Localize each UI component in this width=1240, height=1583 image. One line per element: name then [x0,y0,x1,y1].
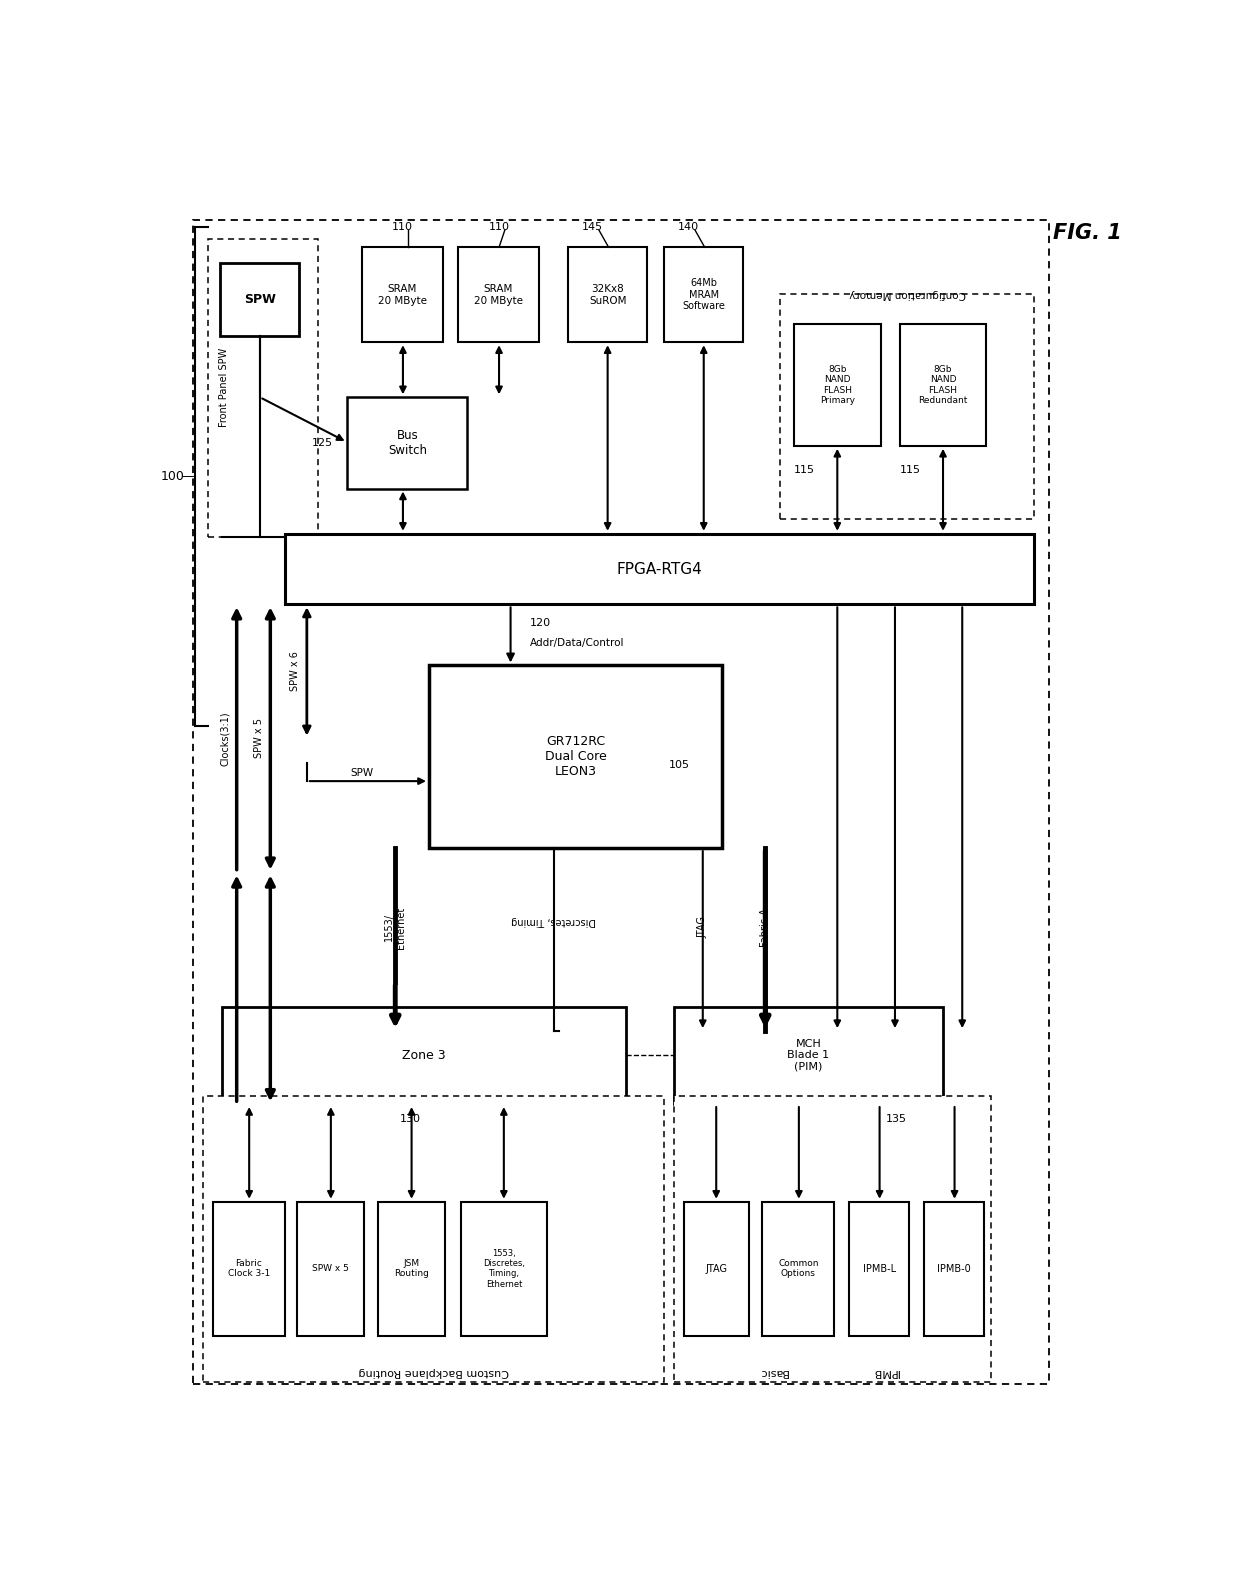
Text: IPMB-L: IPMB-L [863,1263,895,1274]
Text: 125: 125 [311,438,332,448]
Text: Custom Backplane Routing: Custom Backplane Routing [358,1368,508,1377]
Text: 64Mb
MRAM
Software: 64Mb MRAM Software [682,279,725,312]
Text: 8Gb
NAND
FLASH
Redundant: 8Gb NAND FLASH Redundant [919,366,967,405]
Text: —: — [181,470,193,483]
Bar [362,247,444,342]
Text: SPW x 6: SPW x 6 [290,652,300,692]
Text: Discretes, Timing: Discretes, Timing [511,917,596,926]
Text: Common
Options: Common Options [779,1258,818,1279]
Text: 120: 120 [529,617,551,628]
Text: Zone 3: Zone 3 [402,1050,446,1062]
Text: JTAG: JTAG [706,1263,727,1274]
Text: 8Gb
NAND
FLASH
Primary: 8Gb NAND FLASH Primary [820,366,854,405]
Text: 115: 115 [794,465,815,475]
Text: 115: 115 [900,465,921,475]
Text: 1553/
Ethernet: 1553/ Ethernet [384,907,405,948]
Bar [683,1201,749,1336]
Text: IPMB: IPMB [872,1368,899,1377]
Text: Bus
Switch: Bus Switch [388,429,427,457]
Text: SRAM
20 MByte: SRAM 20 MByte [474,283,523,306]
Bar [222,1007,626,1105]
Bar [203,1095,665,1382]
Text: Fabric
Clock 3-1: Fabric Clock 3-1 [228,1258,270,1279]
Text: 32Kx8
SuROM: 32Kx8 SuROM [589,283,626,306]
Text: Addr/Data/Control: Addr/Data/Control [529,638,624,649]
Text: GR712RC
Dual Core
LEON3: GR712RC Dual Core LEON3 [544,735,606,779]
Text: IPMB-0: IPMB-0 [937,1263,971,1274]
Text: 135: 135 [885,1114,906,1124]
Bar [193,220,1049,1385]
Text: Basic: Basic [758,1368,787,1377]
Text: JTAG: JTAG [698,917,708,939]
Text: FIG. 1: FIG. 1 [1053,223,1121,242]
Bar [568,247,647,342]
Text: MCH
Blade 1
(PIM): MCH Blade 1 (PIM) [787,1038,830,1072]
Bar [458,247,539,342]
Bar [924,1201,985,1336]
Text: 1553,
Discretes,
Timing,
Ethernet: 1553, Discretes, Timing, Ethernet [482,1249,525,1289]
Text: SRAM
20 MByte: SRAM 20 MByte [378,283,427,306]
Text: 145: 145 [582,222,603,231]
Bar [285,533,1034,605]
Text: 130: 130 [401,1114,422,1124]
Bar [675,1095,991,1382]
Text: Fabric A: Fabric A [760,909,770,947]
Text: Configuration Memory: Configuration Memory [849,288,966,299]
Text: SPW x 5: SPW x 5 [312,1265,350,1273]
Text: Clocks(3:1): Clocks(3:1) [221,711,231,766]
Text: Front Panel SPW: Front Panel SPW [219,348,229,427]
Bar [378,1201,445,1336]
Text: 100: 100 [160,470,185,483]
Bar [675,1007,944,1105]
Text: SPW: SPW [350,768,373,777]
Bar [208,239,319,537]
Bar [780,293,1034,519]
Bar [849,1201,909,1336]
Bar [298,1201,365,1336]
Bar [460,1201,547,1336]
Text: SPW: SPW [244,293,275,306]
Bar [900,325,986,446]
Bar [763,1201,835,1336]
Text: 110: 110 [489,222,510,231]
Bar [347,397,467,489]
Bar [429,665,722,848]
Bar [221,263,299,336]
Text: SPW x 5: SPW x 5 [254,719,264,758]
Text: 140: 140 [678,222,699,231]
Text: 105: 105 [670,760,691,771]
Bar [665,247,743,342]
Text: JSM
Routing: JSM Routing [394,1258,429,1279]
Bar [794,325,880,446]
Text: 110: 110 [392,222,413,231]
Bar [213,1201,285,1336]
Text: FPGA-RTG4: FPGA-RTG4 [616,562,702,576]
